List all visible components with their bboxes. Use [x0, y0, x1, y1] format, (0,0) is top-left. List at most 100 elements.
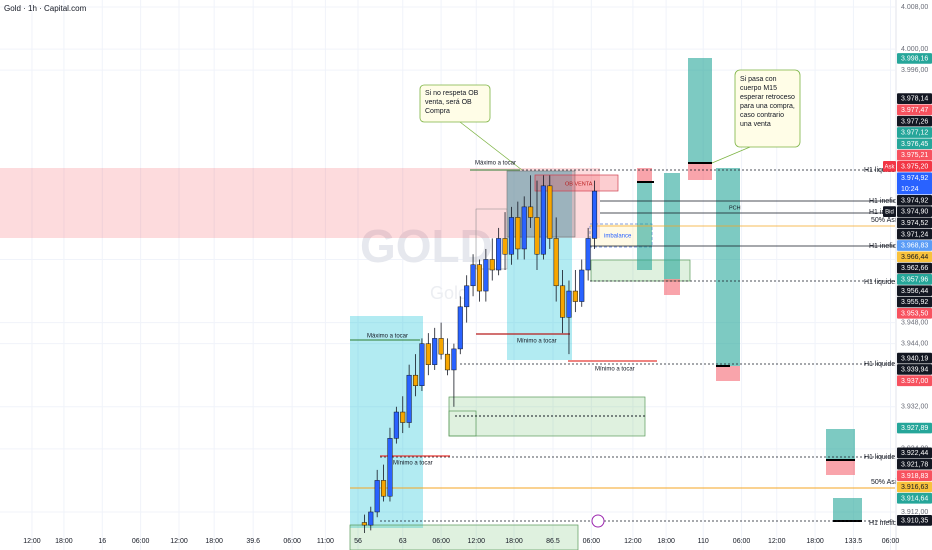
candle-body — [374, 480, 380, 513]
price-tag-label: 3.956,44 — [901, 288, 928, 295]
price-tag — [897, 138, 932, 150]
candle-body — [387, 438, 393, 497]
x-tick-label: 12:00 — [23, 538, 41, 545]
x-tick-label: 06:00 — [733, 538, 751, 545]
drawing-label: Mínimo a tocar — [517, 339, 557, 345]
price-tag — [897, 307, 932, 319]
target-bar — [833, 498, 862, 521]
watermark-symbol: GOLD — [360, 220, 493, 272]
watermark-name: Gold — [430, 283, 468, 303]
level-label: H1 liquidez — [864, 454, 899, 461]
price-tag — [897, 206, 932, 217]
price-tag — [897, 104, 932, 116]
price-tag-label: 3.968,83 — [901, 243, 928, 250]
level-label: H1 liquidez — [864, 167, 899, 174]
candle-body — [476, 264, 483, 292]
note-line: esperar retroceso — [740, 94, 795, 101]
candle-body — [400, 411, 406, 423]
price-tag — [897, 240, 932, 251]
x-tick-label: 12:00 — [170, 538, 188, 545]
price-tag-label: 3.918,83 — [901, 473, 928, 480]
price-tag-label: 3.975,20 — [901, 164, 928, 171]
stop-bar — [637, 168, 652, 182]
price-tag — [897, 375, 932, 387]
note-line: Si no respeta OB — [425, 90, 479, 97]
candle-body — [432, 338, 438, 365]
callout — [419, 84, 491, 123]
note-line: Si pasa con — [740, 76, 777, 83]
price-tag-label: 3.974,92 — [901, 175, 928, 182]
candle-body — [572, 290, 578, 302]
x-tick-label: 12:00 — [624, 538, 642, 545]
y-tick-label: 3.948,00 — [901, 319, 928, 326]
target-bar — [716, 168, 740, 366]
candle-body — [553, 238, 559, 287]
price-tag — [897, 296, 932, 308]
candle-body — [412, 374, 419, 386]
candle-body — [464, 285, 470, 308]
price-tag — [897, 492, 932, 504]
range-box — [350, 316, 423, 528]
note-line: caso contrario — [740, 112, 784, 119]
price-tag-label: 3.910,35 — [901, 517, 928, 524]
price-tag — [897, 285, 932, 297]
event-marker[interactable] — [591, 514, 605, 528]
level-label: H1 liquidez — [864, 279, 899, 286]
price-tag — [897, 470, 932, 481]
quote-badge — [883, 206, 896, 217]
price-tag — [897, 217, 932, 229]
price-tag — [897, 127, 932, 138]
target-bar — [688, 58, 712, 163]
drawing-label: Mínimo a tocar — [595, 367, 635, 373]
x-tick-label: 18:00 — [505, 538, 523, 545]
y-tick-label: 3.996,00 — [901, 67, 928, 74]
x-tick-label: 133.5 — [845, 538, 863, 545]
candle-body — [496, 238, 502, 271]
supply-zone — [0, 168, 600, 238]
level-label: H1 inefic — [869, 243, 897, 250]
price-tag — [897, 172, 932, 195]
candle-body — [438, 338, 444, 355]
price-tag-label: 3.922,44 — [901, 450, 928, 457]
price-tag-label: 3.977,26 — [901, 118, 928, 125]
price-tag-label: 3.975,21 — [901, 152, 928, 159]
candle-body — [540, 185, 546, 255]
x-tick-label: 18:00 — [806, 538, 824, 545]
candle-body — [483, 259, 489, 292]
price-tag-label: 3.974,90 — [901, 209, 928, 216]
candle-body — [566, 290, 572, 318]
x-tick-label: 63 — [399, 538, 407, 545]
candle-body — [508, 217, 514, 255]
y-tick-label: 4.008,00 — [901, 4, 928, 11]
price-tag — [897, 93, 932, 104]
price-axis-labels: 4.008,004.000,003.996,003.960,003.948,00… — [883, 4, 932, 526]
level-label: H1 inefic — [869, 209, 897, 216]
candle-body — [406, 374, 412, 423]
note-line: para una compra, — [740, 103, 795, 110]
note-line: venta, será OB — [425, 99, 472, 106]
note-line: Compra — [425, 108, 450, 115]
ob-venta-box — [534, 174, 619, 192]
candle-body — [489, 259, 495, 271]
drawing-label: OB VENTA — [565, 181, 593, 187]
callout — [734, 69, 801, 148]
stop-bar — [688, 163, 712, 180]
price-tag-label: 3.962,66 — [901, 265, 928, 272]
note-line: una venta — [740, 121, 771, 128]
price-tag-label: 3.974,52 — [901, 220, 928, 227]
x-tick-label: 06:00 — [132, 538, 150, 545]
level-label: 50% Asia — [871, 479, 900, 486]
price-tag-label: 3.977,12 — [901, 130, 928, 137]
quote-badge-label: Bid — [885, 209, 894, 215]
candle-body — [368, 511, 374, 526]
price-tag-label: 3.927,89 — [901, 425, 928, 432]
candle-body — [361, 522, 367, 526]
price-tag — [897, 274, 932, 285]
price-tag-label: 3.998,16 — [901, 56, 928, 63]
note-line: cuerpo M15 — [740, 85, 777, 92]
stop-bar — [716, 366, 740, 381]
price-tag-label: 3.974,92 — [901, 197, 928, 204]
imbalance-box — [589, 223, 653, 248]
